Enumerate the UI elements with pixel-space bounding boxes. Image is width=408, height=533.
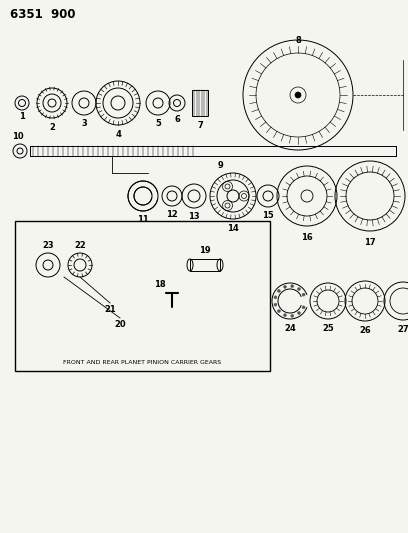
- Text: 24: 24: [284, 324, 296, 333]
- Text: 2: 2: [49, 123, 55, 132]
- Text: 7: 7: [197, 121, 203, 130]
- Text: 27: 27: [397, 325, 408, 334]
- Text: 6: 6: [174, 115, 180, 124]
- Text: 13: 13: [188, 212, 200, 221]
- Circle shape: [297, 287, 300, 290]
- Text: 12: 12: [166, 210, 178, 219]
- Text: 10: 10: [12, 132, 24, 141]
- Text: 9: 9: [217, 161, 223, 170]
- Text: 6351  900: 6351 900: [10, 8, 75, 21]
- Text: 19: 19: [199, 246, 211, 255]
- Circle shape: [302, 293, 305, 296]
- Circle shape: [284, 285, 286, 288]
- Circle shape: [291, 314, 294, 317]
- Text: 4: 4: [115, 130, 121, 139]
- Circle shape: [291, 285, 294, 288]
- Text: 14: 14: [227, 224, 239, 233]
- Circle shape: [302, 306, 305, 309]
- Circle shape: [295, 92, 301, 98]
- Text: 3: 3: [81, 119, 87, 128]
- Circle shape: [274, 303, 277, 306]
- Circle shape: [277, 310, 280, 312]
- Text: 20: 20: [114, 320, 126, 329]
- Text: 16: 16: [301, 233, 313, 242]
- Text: 5: 5: [155, 119, 161, 128]
- Circle shape: [277, 289, 280, 293]
- Circle shape: [274, 296, 277, 299]
- Circle shape: [284, 313, 286, 317]
- Text: 22: 22: [74, 241, 86, 250]
- Text: 8: 8: [295, 36, 301, 45]
- Bar: [15, 221, 270, 371]
- Text: 23: 23: [42, 241, 54, 250]
- Text: FRONT AND REAR PLANET PINION CARRIER GEARS: FRONT AND REAR PLANET PINION CARRIER GEA…: [63, 360, 222, 365]
- Text: 26: 26: [359, 326, 371, 335]
- Bar: [190, 259, 220, 271]
- Text: 18: 18: [154, 280, 166, 289]
- Text: 21: 21: [104, 305, 116, 314]
- Text: 11: 11: [137, 215, 149, 224]
- Bar: [192, 90, 208, 116]
- Text: 25: 25: [322, 324, 334, 333]
- Circle shape: [297, 311, 300, 314]
- Text: 1: 1: [19, 112, 25, 121]
- Text: 15: 15: [262, 211, 274, 220]
- Text: 17: 17: [364, 238, 376, 247]
